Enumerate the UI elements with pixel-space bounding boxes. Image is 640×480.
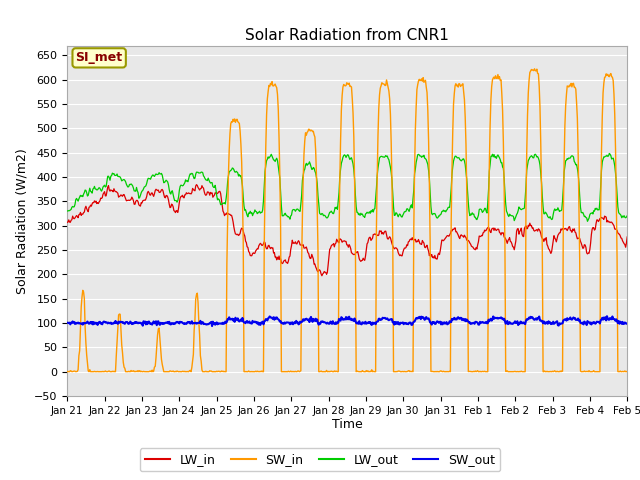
X-axis label: Time: Time bbox=[332, 419, 363, 432]
Legend: LW_in, SW_in, LW_out, SW_out: LW_in, SW_in, LW_out, SW_out bbox=[140, 448, 500, 471]
Text: SI_met: SI_met bbox=[76, 51, 123, 64]
Title: Solar Radiation from CNR1: Solar Radiation from CNR1 bbox=[245, 28, 449, 43]
Y-axis label: Solar Radiation (W/m2): Solar Radiation (W/m2) bbox=[15, 148, 29, 294]
